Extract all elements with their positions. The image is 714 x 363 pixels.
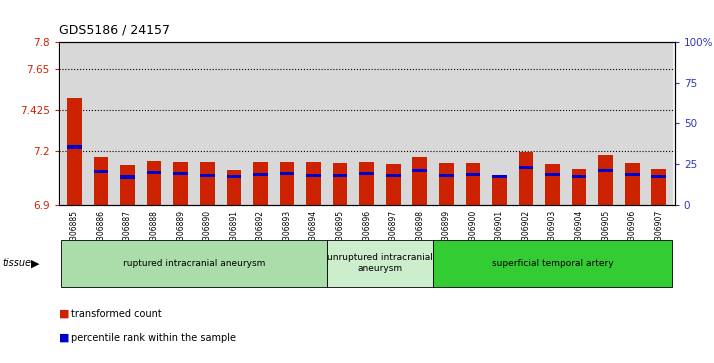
Bar xyxy=(247,42,273,205)
Bar xyxy=(439,163,453,205)
Bar xyxy=(194,42,221,205)
Bar xyxy=(406,42,433,205)
Bar xyxy=(492,175,507,205)
Bar xyxy=(333,163,348,205)
Bar xyxy=(301,42,327,205)
Bar xyxy=(221,42,247,205)
Bar xyxy=(413,169,427,172)
Bar xyxy=(386,174,401,177)
Bar xyxy=(174,162,188,205)
Bar xyxy=(572,169,586,205)
Bar xyxy=(141,42,168,205)
Bar xyxy=(645,42,672,205)
Bar xyxy=(359,163,374,205)
Bar xyxy=(593,42,619,205)
Bar xyxy=(114,42,141,205)
Bar xyxy=(168,42,194,205)
Bar xyxy=(61,42,88,205)
Bar xyxy=(174,172,188,175)
Bar xyxy=(253,163,268,205)
Bar xyxy=(333,174,348,177)
Bar xyxy=(486,42,513,205)
Text: GDS5186 / 24157: GDS5186 / 24157 xyxy=(59,23,169,36)
Bar xyxy=(147,171,161,174)
Bar xyxy=(598,169,613,172)
Bar xyxy=(306,163,321,205)
Bar xyxy=(94,170,109,173)
Bar xyxy=(518,152,533,205)
Text: transformed count: transformed count xyxy=(71,309,162,319)
Text: unruptured intracranial
aneurysm: unruptured intracranial aneurysm xyxy=(327,253,433,273)
Bar xyxy=(539,42,565,205)
Text: ■: ■ xyxy=(59,309,70,319)
Bar xyxy=(120,165,135,205)
Bar xyxy=(67,146,82,149)
Bar xyxy=(625,173,640,176)
Text: ▶: ▶ xyxy=(31,258,39,268)
Text: ruptured intracranial aneurysm: ruptured intracranial aneurysm xyxy=(123,259,265,268)
Bar xyxy=(273,42,301,205)
Bar xyxy=(280,163,294,205)
Bar xyxy=(545,164,560,205)
Bar xyxy=(253,173,268,176)
Bar xyxy=(466,173,481,176)
Text: percentile rank within the sample: percentile rank within the sample xyxy=(71,333,236,343)
Bar xyxy=(466,163,481,205)
Bar xyxy=(572,175,586,178)
Bar xyxy=(226,170,241,205)
Bar xyxy=(88,42,114,205)
Bar xyxy=(460,42,486,205)
Bar xyxy=(94,157,109,205)
Text: ■: ■ xyxy=(59,333,70,343)
Bar xyxy=(439,174,453,177)
Bar xyxy=(413,157,427,205)
Bar xyxy=(200,174,215,177)
Bar xyxy=(513,42,539,205)
Bar xyxy=(120,175,135,179)
Bar xyxy=(306,174,321,177)
Bar xyxy=(359,172,374,175)
Bar xyxy=(67,98,82,205)
Bar xyxy=(625,163,640,205)
Bar xyxy=(280,172,294,175)
Bar xyxy=(200,163,215,205)
Bar xyxy=(433,42,460,205)
Bar xyxy=(565,42,593,205)
Bar xyxy=(619,42,645,205)
Bar xyxy=(226,175,241,178)
Bar xyxy=(327,42,353,205)
Bar xyxy=(598,155,613,205)
Bar xyxy=(651,169,666,205)
Bar xyxy=(353,42,380,205)
Bar xyxy=(492,175,507,178)
Bar xyxy=(386,164,401,205)
Bar xyxy=(545,173,560,176)
Bar xyxy=(147,161,161,205)
Bar xyxy=(651,175,666,178)
Bar xyxy=(518,166,533,169)
Bar xyxy=(380,42,406,205)
Text: superficial temporal artery: superficial temporal artery xyxy=(492,259,613,268)
Text: tissue: tissue xyxy=(2,258,31,268)
